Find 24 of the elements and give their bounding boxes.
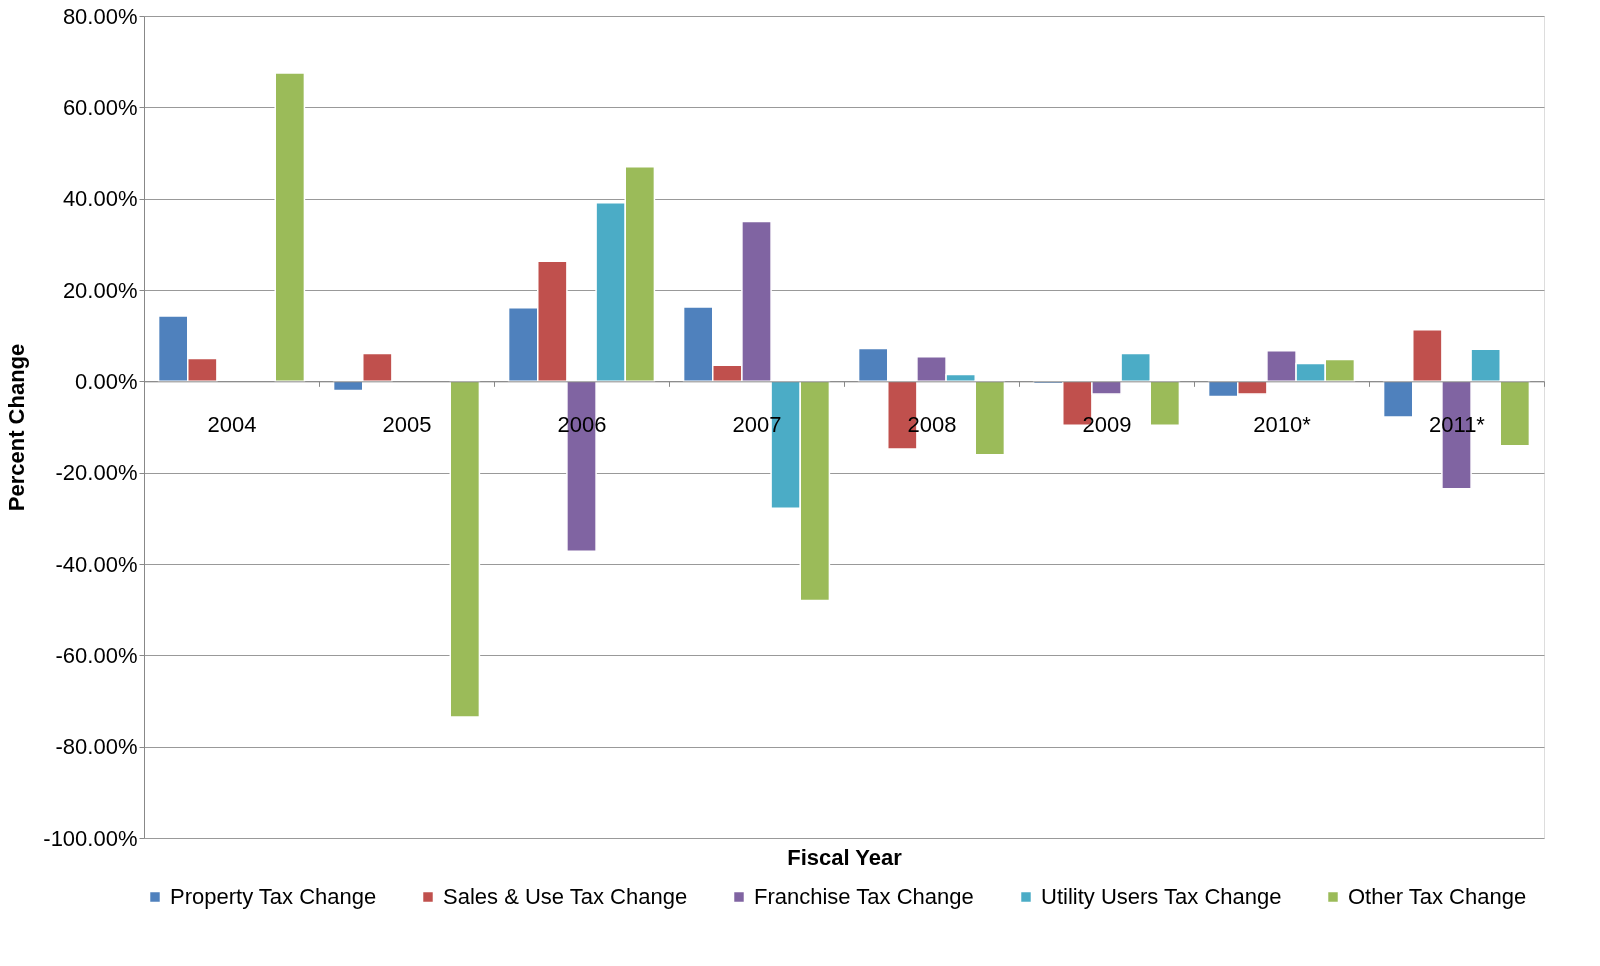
y-tick-label: -40.00% <box>55 551 138 577</box>
y-tick-label: 60.00% <box>62 94 138 120</box>
x-tick-label: 2005 <box>382 411 432 437</box>
x-tick-label: 2009 <box>1082 411 1132 437</box>
y-tick-label: 80.00% <box>62 3 138 29</box>
legend-label: Property Tax Change <box>170 884 377 909</box>
y-tick-label: -20.00% <box>55 460 138 486</box>
y-tick-label: 20.00% <box>62 277 138 303</box>
legend-label: Other Tax Change <box>1348 884 1527 909</box>
x-axis-title: Fiscal Year <box>787 844 903 870</box>
y-tick-label: -100.00% <box>43 825 138 851</box>
y-tick-label: 40.00% <box>62 186 138 212</box>
legend-label: Utility Users Tax Change <box>1041 884 1282 909</box>
y-tick-label: 0.00% <box>75 368 138 394</box>
legend-label: Franchise Tax Change <box>754 884 974 909</box>
bar <box>449 380 481 718</box>
y-tick-label: -80.00% <box>55 734 138 760</box>
y-tick-label: -60.00% <box>55 642 138 668</box>
y-axis-title: Percent Change <box>4 343 30 512</box>
x-tick-label: 2004 <box>207 411 257 437</box>
x-tick-label: 2011* <box>1429 411 1486 437</box>
legend-label: Sales & Use Tax Change <box>443 884 688 909</box>
bar <box>274 72 306 383</box>
x-tick-label: 2010* <box>1253 411 1312 437</box>
